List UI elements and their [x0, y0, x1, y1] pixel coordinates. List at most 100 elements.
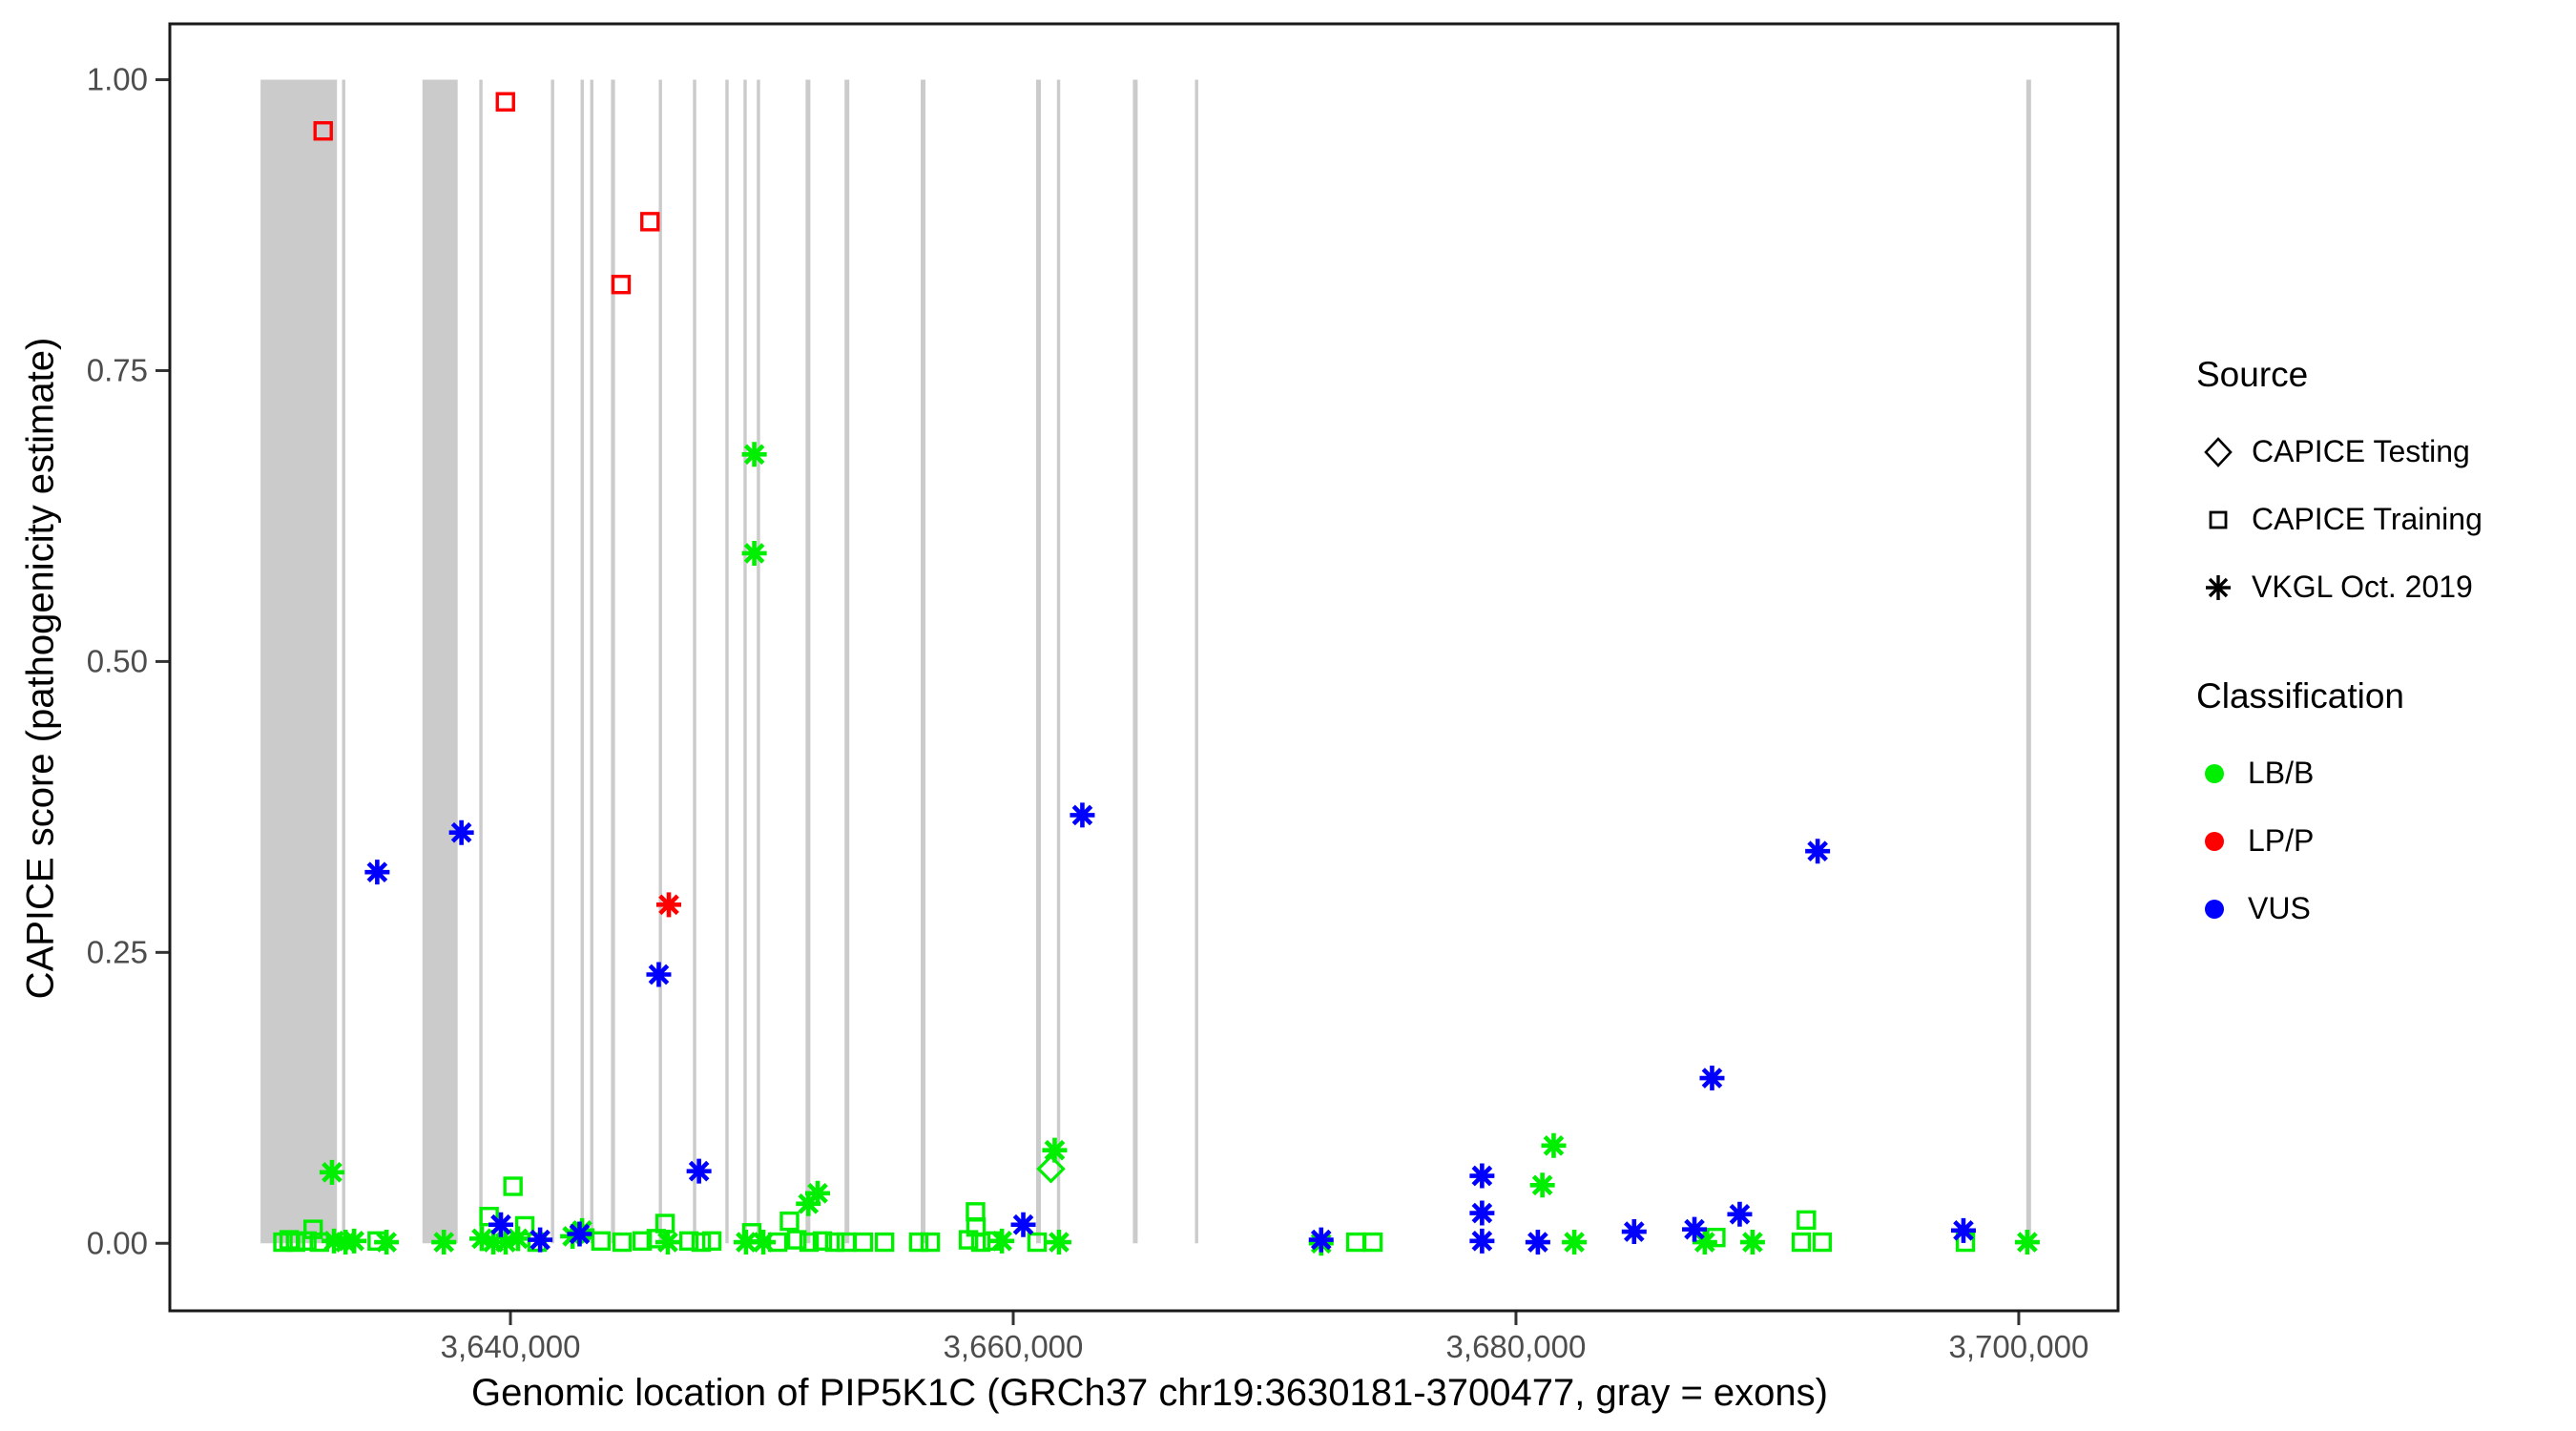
legend-item-label: VKGL Oct. 2019 [2252, 570, 2473, 604]
legend-item-lpp: LP/P [2196, 807, 2568, 875]
data-point [1469, 1163, 1495, 1189]
data-point [1621, 1219, 1647, 1245]
exon-band [844, 79, 850, 1244]
exon-band [1132, 79, 1138, 1244]
y-tick-label: 0.25 [87, 934, 148, 969]
data-point [1682, 1216, 1708, 1242]
data-point [632, 1231, 653, 1252]
legend-item-capice-testing: CAPICE Testing [2196, 418, 2568, 486]
exon-band [260, 79, 338, 1244]
data-point [612, 1232, 633, 1253]
data-point [342, 1228, 367, 1254]
data-point [374, 1230, 400, 1255]
legend-item-label: VUS [2248, 891, 2311, 925]
blue-dot-icon [2205, 899, 2224, 919]
legend-item-label: LB/B [2248, 756, 2315, 790]
data-point [691, 1232, 712, 1253]
data-point [751, 1230, 777, 1255]
data-point [1805, 839, 1831, 864]
legend-item-label: CAPICE Testing [2252, 434, 2470, 468]
exon-band [479, 79, 483, 1244]
x-tick-label: 3,640,000 [441, 1329, 581, 1364]
data-point [505, 1226, 530, 1252]
data-point [741, 540, 767, 566]
data-point [1525, 1230, 1550, 1255]
asterisk-icon [2206, 574, 2231, 600]
data-point [812, 1231, 833, 1252]
data-point [640, 212, 660, 232]
data-point [853, 1232, 874, 1253]
exon-band [551, 79, 554, 1244]
legend-item-capice-training: CAPICE Training [2196, 486, 2568, 553]
legend-item-vkgl: VKGL Oct. 2019 [2196, 553, 2568, 621]
data-point [611, 275, 632, 295]
legend-classification-title: Classification [2196, 676, 2404, 716]
y-tick-label: 0.00 [87, 1225, 148, 1260]
data-point [920, 1232, 941, 1253]
exon-band [757, 79, 760, 1244]
data-point [1469, 1228, 1495, 1254]
legend-item-lbb: LB/B [2196, 739, 2568, 807]
data-point [273, 1232, 293, 1253]
plot-panel-border [168, 22, 2120, 1313]
y-tick-label: 0.75 [87, 352, 148, 387]
x-tick-label: 3,680,000 [1446, 1329, 1587, 1364]
legend-item-vus: VUS [2196, 875, 2568, 943]
square-icon [2209, 510, 2228, 529]
data-point [970, 1232, 991, 1253]
data-point [528, 1227, 553, 1253]
data-point [591, 1231, 612, 1252]
data-point [1036, 1153, 1066, 1184]
data-point [560, 1223, 586, 1249]
exon-band [1195, 79, 1198, 1244]
x-tick-label: 3,700,000 [1949, 1329, 2089, 1364]
data-point [1046, 1230, 1071, 1255]
data-point [364, 860, 390, 885]
data-point [1791, 1232, 1812, 1253]
data-point [431, 1230, 457, 1255]
data-point [297, 1231, 317, 1252]
y-tick-label: 1.00 [87, 62, 148, 97]
legend: Source CAPICE Testing CAPICE Training [2196, 355, 2568, 943]
data-point [448, 819, 474, 845]
data-point [1562, 1230, 1588, 1255]
data-point [799, 1232, 820, 1253]
data-point [302, 1219, 323, 1239]
data-point [514, 1215, 535, 1236]
data-point [1692, 1230, 1717, 1255]
data-point [767, 1232, 788, 1253]
x-tick-label: 3,660,000 [944, 1329, 1084, 1364]
data-point [779, 1211, 800, 1232]
data-point [678, 1231, 699, 1252]
red-dot-icon [2205, 831, 2224, 851]
data-point [701, 1231, 722, 1252]
data-point [1541, 1132, 1567, 1158]
data-point [1010, 1212, 1036, 1237]
exon-band [342, 79, 345, 1244]
data-point [646, 962, 672, 987]
data-point [285, 1232, 305, 1253]
exon-band [580, 79, 584, 1244]
y-axis-title: CAPICE score (pathogenicity estimate) [19, 337, 62, 1000]
exon-band [805, 79, 811, 1244]
data-point [1699, 1066, 1725, 1091]
diamond-icon [2204, 436, 2233, 467]
data-point [1812, 1232, 1833, 1253]
data-point [567, 1221, 592, 1247]
data-point [1739, 1230, 1765, 1255]
data-point [656, 892, 682, 918]
data-point [804, 1180, 830, 1206]
data-point [786, 1230, 807, 1250]
data-point [1469, 1200, 1495, 1226]
exon-band [1035, 79, 1041, 1244]
data-point [874, 1232, 895, 1253]
exon-band [921, 79, 926, 1244]
exon-band [693, 79, 696, 1244]
legend-source-title: Source [2196, 355, 2309, 394]
data-point [1345, 1232, 1366, 1253]
data-point [654, 1213, 675, 1234]
data-point [1797, 1210, 1817, 1231]
exon-band [658, 79, 662, 1244]
